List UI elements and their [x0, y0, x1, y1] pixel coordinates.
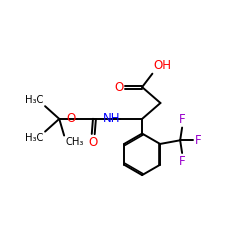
Text: H₃C: H₃C [25, 133, 44, 143]
Text: O: O [88, 136, 98, 149]
Text: OH: OH [154, 59, 172, 72]
Text: O: O [66, 112, 76, 126]
Text: F: F [179, 112, 186, 126]
Text: F: F [179, 155, 186, 168]
Text: O: O [114, 80, 124, 94]
Text: CH₃: CH₃ [65, 138, 84, 147]
Text: H₃C: H₃C [25, 95, 44, 105]
Text: F: F [195, 134, 202, 147]
Text: NH: NH [102, 112, 120, 126]
